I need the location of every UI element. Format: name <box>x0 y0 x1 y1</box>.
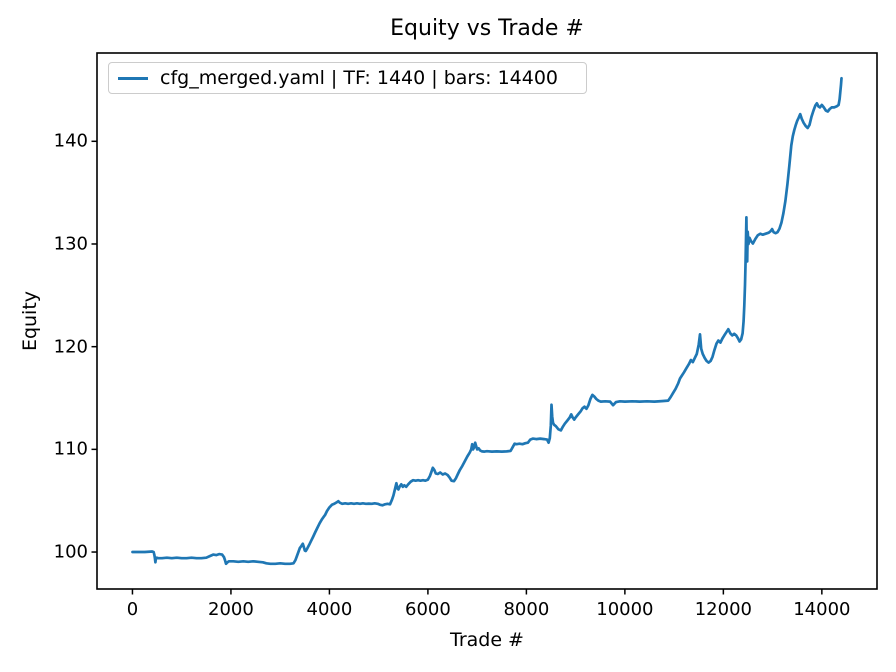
x-tick-label: 10000 <box>596 599 654 620</box>
y-axis-label: Equity <box>19 290 41 352</box>
y-tick-label: 130 <box>53 233 88 255</box>
y-tick-label: 100 <box>53 541 88 563</box>
axes-frame <box>96 52 878 590</box>
y-tick-label: 140 <box>53 130 88 152</box>
y-tick-label: 110 <box>53 438 88 460</box>
legend-box: cfg_merged.yaml | TF: 1440 | bars: 14400 <box>108 62 587 94</box>
x-tick-label: 2000 <box>208 599 254 620</box>
chart-title: Equity vs Trade # <box>390 16 584 41</box>
y-tick-label: 120 <box>53 336 88 358</box>
legend-series-label: cfg_merged.yaml | TF: 1440 | bars: 14400 <box>160 67 559 89</box>
x-axis-label: Trade # <box>450 629 524 651</box>
x-tick-label: 8000 <box>503 599 550 620</box>
x-tick-label: 0 <box>126 599 139 620</box>
x-tick-label: 6000 <box>405 599 451 620</box>
x-tick-label: 12000 <box>694 599 752 620</box>
equity-line-series <box>131 76 843 566</box>
legend-line-sample-icon <box>118 76 148 80</box>
x-tick-label: 14000 <box>793 599 851 620</box>
x-tick-label: 4000 <box>306 599 353 620</box>
